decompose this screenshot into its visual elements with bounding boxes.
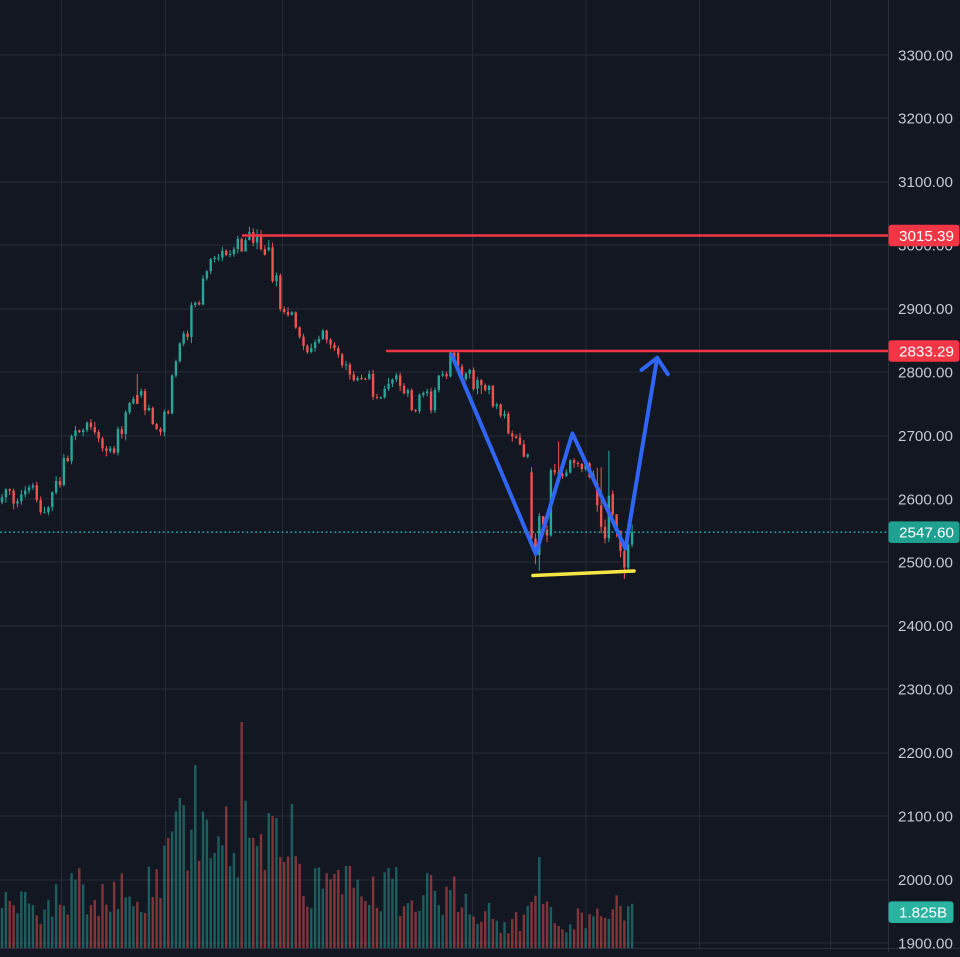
svg-text:3015.39: 3015.39 [899,228,954,245]
svg-text:2900.00: 2900.00 [898,301,953,318]
svg-text:2800.00: 2800.00 [898,364,953,381]
svg-text:2700.00: 2700.00 [898,428,953,445]
svg-text:1900.00: 1900.00 [898,935,953,952]
svg-text:2600.00: 2600.00 [898,491,953,508]
svg-text:2200.00: 2200.00 [898,745,953,762]
svg-text:3100.00: 3100.00 [898,174,953,191]
svg-text:2833.29: 2833.29 [899,343,954,360]
svg-text:2300.00: 2300.00 [898,682,953,699]
svg-text:3300.00: 3300.00 [898,47,953,64]
svg-text:2100.00: 2100.00 [898,808,953,825]
svg-text:1.825B: 1.825B [899,905,947,922]
svg-text:2500.00: 2500.00 [898,555,953,572]
svg-text:3200.00: 3200.00 [898,111,953,128]
svg-text:2000.00: 2000.00 [898,872,953,889]
svg-text:2547.60: 2547.60 [899,525,954,542]
svg-text:2400.00: 2400.00 [898,618,953,635]
